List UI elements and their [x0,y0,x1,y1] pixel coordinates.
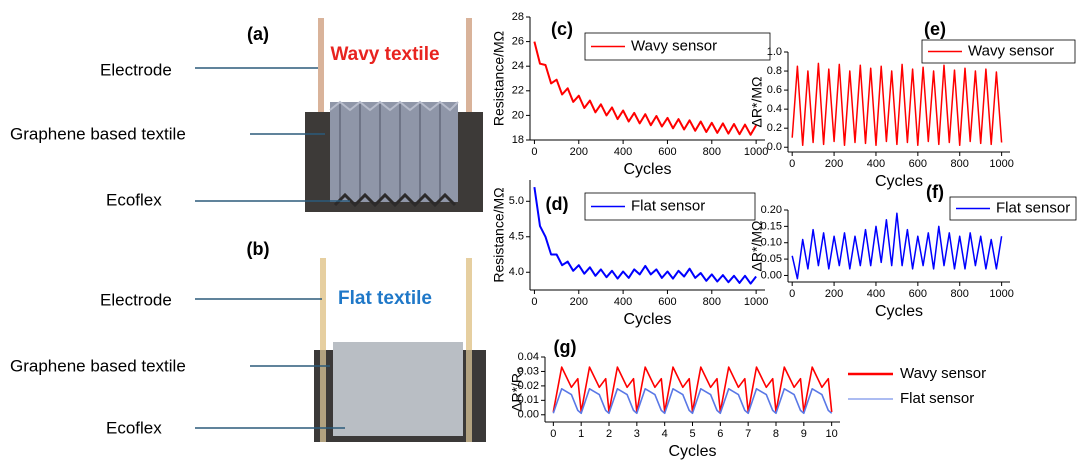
y-axis-title: ΔR*/MΩ [749,77,765,128]
y-tick-label: 0.6 [767,84,782,96]
callout: Electrode [100,60,172,79]
y-tick-label: 5.0 [509,195,524,207]
y-tick-label: 0.8 [767,65,782,77]
data-line [553,367,831,412]
panel-label: (a) [247,24,269,44]
legend-label: Wavy sensor [631,37,717,54]
x-tick-label: 400 [867,158,885,170]
legend-label: Flat sensor [900,390,974,407]
x-axis-title: Cycles [623,311,671,328]
x-tick-label: 600 [658,146,676,158]
y-tick-label: 0.2 [767,122,782,134]
x-tick-label: 200 [570,296,588,308]
y-tick-label: 0.0 [767,141,782,153]
y-tick-label: 24 [512,60,524,72]
y-tick-label: 4.0 [509,266,524,278]
y-tick-label: 20 [512,109,524,121]
x-tick-label: 800 [703,146,721,158]
panel-label: (g) [554,337,577,357]
y-tick-label: 18 [512,134,524,146]
x-tick-label: 2 [606,428,612,440]
y-tick-label: 4.5 [509,231,524,243]
x-tick-label: 400 [614,146,632,158]
chart: 4.0 4.5 5.0 0 200 400 600 800 1000 Cycles Resistan… [491,180,769,328]
y-axis-title: ΔR*/MΩ [749,221,765,272]
y-axis-title: Resistance/MΩ [491,31,507,126]
x-tick-label: 8 [773,428,779,440]
x-tick-label: 200 [570,146,588,158]
x-tick-label: 3 [634,428,640,440]
x-tick-label: 200 [825,158,843,170]
x-axis-title: Cycles [623,161,671,178]
flat-textile [333,342,463,436]
callout: Electrode [100,290,172,309]
x-tick-label: 600 [658,296,676,308]
y-tick-label: 28 [512,11,524,23]
panel-label: (b) [247,239,270,259]
callout: Graphene based textile [10,356,186,375]
x-tick-label: 200 [825,288,843,300]
callout: Ecoflex [106,418,162,437]
x-axis-title: Cycles [875,303,923,320]
x-tick-label: 400 [867,288,885,300]
x-tick-label: 800 [951,288,969,300]
diagram-title: Flat textile [338,288,432,309]
x-tick-label: 600 [909,158,927,170]
y-axis-title: ΔR*/R₀ [509,367,525,412]
chart: 18 20 22 24 26 28 0 200 400 600 800 1000 Cycles Resis… [491,11,770,178]
panel-label: (e) [924,19,946,39]
callout: Ecoflex [106,190,162,209]
y-axis-title: Resistance/MΩ [491,187,507,282]
callout: Graphene based textile [10,124,186,143]
x-tick-label: 1000 [744,296,768,308]
figure: (a) Wavy textile Electrode Graphene base… [0,0,1078,460]
x-tick-label: 1000 [744,146,768,158]
x-tick-label: 1000 [989,158,1013,170]
x-tick-label: 6 [717,428,723,440]
x-tick-label: 0 [550,428,556,440]
x-tick-label: 400 [614,296,632,308]
y-tick-label: 26 [512,36,524,48]
panel-label: (c) [551,19,573,39]
flat-textile-diagram [314,258,486,442]
y-tick-label: 1.0 [767,46,782,58]
chart: 0.0 0.2 0.4 0.6 0.8 1.0 0 200 400 600 800 1000 Cycle… [749,19,1075,190]
legend-label: Flat sensor [631,197,705,214]
x-tick-label: 9 [801,428,807,440]
x-tick-label: 800 [951,158,969,170]
data-line [792,63,1001,145]
y-tick-label: 22 [512,85,524,97]
legend-label: Wavy sensor [900,365,986,382]
x-tick-label: 10 [826,428,838,440]
x-tick-label: 0 [789,288,795,300]
data-line [792,213,1001,278]
y-tick-label: 0.20 [761,204,782,216]
x-tick-label: 800 [703,296,721,308]
legend-label: Flat sensor [996,199,1070,216]
electrode-rod [466,18,472,114]
legend-label: Wavy sensor [968,42,1054,59]
chart: 0.000.010.020.030.04012345678910CyclesΔR… [509,337,986,460]
x-tick-label: 0 [531,146,537,158]
y-tick-label: 0.04 [518,351,539,363]
panel-label: (d) [546,194,569,214]
x-tick-label: 5 [689,428,695,440]
x-tick-label: 7 [745,428,751,440]
panel-label: (f) [926,182,944,202]
x-tick-label: 1 [578,428,584,440]
wavy-textile [330,102,458,202]
x-tick-label: 600 [909,288,927,300]
diagram-title: Wavy textile [330,44,439,65]
electrode-rod [466,350,472,442]
x-axis-title: Cycles [875,173,923,190]
x-tick-label: 0 [531,296,537,308]
x-tick-label: 0 [789,158,795,170]
y-tick-label: 0.4 [767,103,782,115]
x-tick-label: 4 [662,428,668,440]
x-axis-title: Cycles [668,443,716,460]
x-tick-label: 1000 [989,288,1013,300]
electrode-rod [318,18,324,114]
